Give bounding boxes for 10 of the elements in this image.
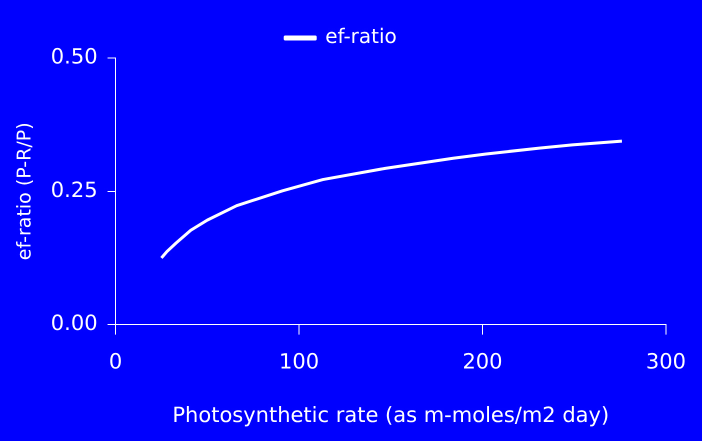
y-tick-label: 0.50 — [50, 44, 98, 68]
y-tick-label: 0.25 — [50, 178, 98, 202]
y-axis-title: ef-ratio (P-R/P) — [13, 122, 36, 260]
x-axis-title: Photosynthetic rate (as m-moles/m2 day) — [172, 402, 610, 427]
y-tick-label: 0.00 — [50, 311, 98, 336]
x-tick-label: 200 — [462, 350, 503, 374]
x-tick-label: 0 — [108, 350, 122, 374]
x-tick-label: 300 — [646, 350, 686, 374]
legend-label: ef-ratio — [325, 24, 397, 48]
x-tick-label: 100 — [278, 350, 320, 374]
